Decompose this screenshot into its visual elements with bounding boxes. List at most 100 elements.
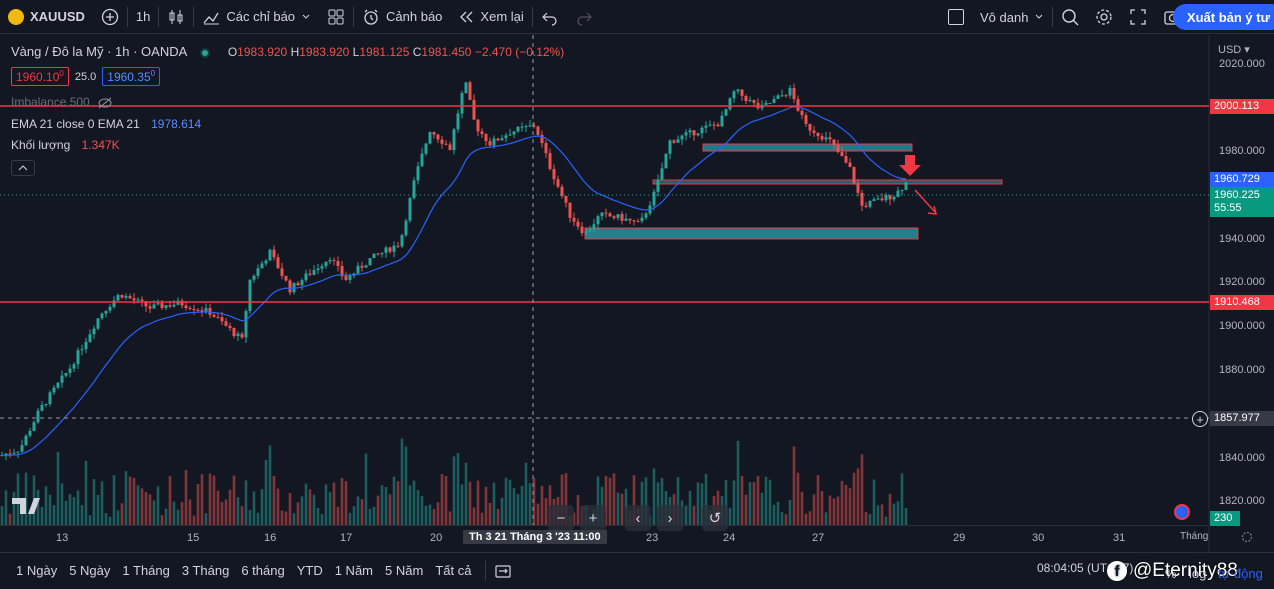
replay-label: Xem lại xyxy=(480,9,524,24)
price-tick: 1980.000 xyxy=(1219,145,1265,157)
volume-bar xyxy=(184,469,188,525)
candle-body xyxy=(344,276,348,280)
volume-bar xyxy=(380,485,384,525)
candle-body xyxy=(844,156,848,163)
collapse-legend-button[interactable] xyxy=(11,160,35,176)
indicators-button[interactable]: Các chỉ báo xyxy=(194,0,319,34)
range-all-button[interactable]: Tất cả xyxy=(435,563,472,578)
scroll-left-button[interactable]: ‹ xyxy=(625,505,651,531)
candle-body xyxy=(388,247,392,252)
candle-body xyxy=(288,280,292,293)
price-chart[interactable] xyxy=(0,35,1274,552)
add-alert-plus-icon[interactable]: + xyxy=(1192,411,1208,427)
symbol-search[interactable]: XAUUSD xyxy=(0,0,93,34)
settings-button[interactable] xyxy=(1087,0,1121,34)
volume-bar xyxy=(868,514,872,525)
candle-body xyxy=(236,333,240,337)
time-axis[interactable]: 13 15 16 17 20 23 24 27 29 30 31 Th 3 21… xyxy=(0,525,1209,552)
candle-body xyxy=(256,268,260,276)
candle-body xyxy=(876,198,880,200)
publish-idea-button[interactable]: Xuất bản ý tư xyxy=(1172,4,1274,30)
volume-bar xyxy=(832,498,836,525)
layout-button[interactable]: Vô danh xyxy=(940,0,1052,34)
compare-button[interactable] xyxy=(93,0,127,34)
range-1d-button[interactable]: 1 Ngày xyxy=(16,563,58,578)
volume-bar xyxy=(500,497,504,525)
zoom-out-button[interactable]: − xyxy=(548,505,574,531)
volume-bar xyxy=(116,510,120,525)
zoom-in-button[interactable]: + xyxy=(580,505,606,531)
candle-body xyxy=(168,305,172,307)
volume-bar xyxy=(160,515,164,525)
chart-type-button[interactable] xyxy=(159,0,193,34)
volume-bar xyxy=(804,513,808,525)
volume-bar xyxy=(520,485,524,525)
volume-bar xyxy=(456,453,460,525)
price-tick: 1840.000 xyxy=(1219,452,1265,464)
volume-indicator[interactable]: Khối lượng 1.347K xyxy=(11,138,120,152)
currency-selector[interactable]: USD ▾ xyxy=(1218,44,1250,56)
volume-bar xyxy=(420,495,424,525)
fullscreen-button[interactable] xyxy=(1121,0,1155,34)
alert-button[interactable]: Cảnh báo xyxy=(354,0,450,34)
date-range-icon[interactable] xyxy=(494,563,512,579)
volume-bar xyxy=(536,503,540,525)
last-price-value: 1960.225 xyxy=(1214,189,1260,201)
volume-bar xyxy=(256,512,260,525)
us-flag-icon[interactable] xyxy=(1174,504,1190,520)
bid-button[interactable]: 1960.100 xyxy=(11,67,69,86)
toolbar-divider xyxy=(485,560,487,581)
ema-21-line xyxy=(1,106,907,457)
eye-hidden-icon[interactable] xyxy=(97,97,113,109)
range-5y-button[interactable]: 5 Năm xyxy=(385,563,424,578)
ema-indicator[interactable]: EMA 21 close 0 EMA 21 1978.614 xyxy=(11,117,201,131)
candle-body xyxy=(260,263,264,269)
interval-button[interactable]: 1h xyxy=(128,0,158,34)
search-button[interactable] xyxy=(1053,0,1087,34)
candle-body xyxy=(140,299,144,302)
redo-button[interactable] xyxy=(567,0,601,34)
imbalance-indicator[interactable]: Imbalance 500 xyxy=(11,95,113,109)
range-1m-button[interactable]: 1 Tháng xyxy=(122,563,170,578)
auto-scale-toggle[interactable]: tự động xyxy=(1218,566,1263,581)
ask-button[interactable]: 1960.350 xyxy=(102,67,161,86)
chart-pane[interactable]: Vàng / Đô la Mỹ · 1h · OANDA O1983.920 H… xyxy=(0,35,1274,552)
axis-settings-gear-icon[interactable] xyxy=(1240,530,1254,544)
volume-bar xyxy=(792,446,796,525)
candle-body xyxy=(696,133,700,136)
symbol-title[interactable]: Vàng / Đô la Mỹ · 1h · OANDA xyxy=(11,44,187,59)
volume-bar xyxy=(784,514,788,525)
replay-button[interactable]: Xem lại xyxy=(450,0,531,34)
candle-body xyxy=(868,200,872,207)
volume-bar xyxy=(300,496,304,525)
ema-value: 1978.614 xyxy=(151,117,202,131)
candle-body xyxy=(244,311,248,338)
candle-body xyxy=(616,214,620,218)
time-tick: 30 xyxy=(1032,532,1045,544)
range-3m-button[interactable]: 3 Tháng xyxy=(181,563,230,578)
range-6m-button[interactable]: 6 tháng xyxy=(241,563,285,578)
volume-bar xyxy=(132,478,136,525)
candle-body xyxy=(116,294,120,301)
range-1y-button[interactable]: 1 Năm xyxy=(334,563,374,578)
candle-body xyxy=(272,249,276,258)
down-arrow-marker[interactable] xyxy=(899,155,921,176)
projection-arrow-line[interactable] xyxy=(914,189,936,213)
range-ytd-button[interactable]: YTD xyxy=(296,563,323,578)
range-5d-button[interactable]: 5 Ngày xyxy=(69,563,111,578)
candle-body xyxy=(784,95,788,97)
undo-button[interactable] xyxy=(533,0,567,34)
price-tick: 1880.000 xyxy=(1219,364,1265,376)
percent-toggle[interactable]: % xyxy=(1165,566,1177,581)
resistance-zone-upper[interactable] xyxy=(702,143,913,152)
templates-button[interactable] xyxy=(319,0,353,34)
volume-bar xyxy=(136,485,140,525)
scroll-right-button[interactable]: › xyxy=(657,505,683,531)
candle-body xyxy=(212,314,216,317)
candle-body xyxy=(540,134,544,144)
reset-chart-button[interactable]: ↺ xyxy=(702,505,728,531)
candle-body xyxy=(276,257,280,269)
log-toggle[interactable]: log xyxy=(1189,566,1207,581)
support-zone[interactable] xyxy=(584,227,919,240)
resistance-zone-lower[interactable] xyxy=(652,179,1003,185)
